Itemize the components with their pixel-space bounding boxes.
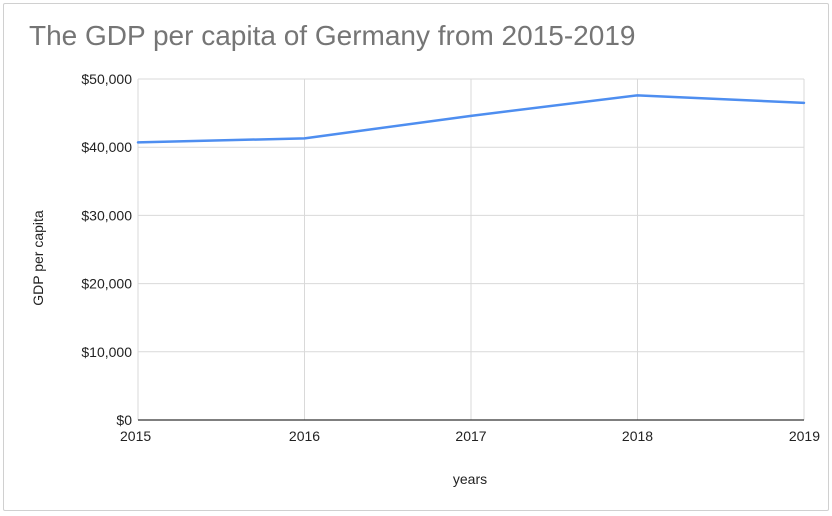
y-axis-ticks: $0 $10,000 $20,000 $30,000 $40,000 $50,000 [81, 71, 132, 428]
y-tick-label: $40,000 [81, 139, 132, 155]
chart-title: The GDP per capita of Germany from 2015-… [29, 20, 636, 51]
x-tick-label: 2017 [455, 428, 486, 444]
y-tick-label: $50,000 [81, 71, 132, 87]
series-line [136, 94, 806, 144]
y-tick-label: $10,000 [81, 344, 132, 360]
chart-frame [3, 3, 829, 511]
x-axis-ticks: 2015 2016 2017 2018 2019 [120, 428, 820, 444]
x-axis-title: years [453, 471, 487, 487]
x-tick-label: 2016 [289, 428, 320, 444]
y-axis-title: GDP per capita [30, 210, 46, 306]
series-layer [136, 94, 806, 144]
y-tick-label: $30,000 [81, 207, 132, 223]
x-tick-label: 2015 [120, 428, 151, 444]
y-tick-label: $20,000 [81, 276, 132, 292]
x-tick-label: 2018 [622, 428, 653, 444]
y-tick-label: $0 [116, 412, 132, 428]
x-tick-label: 2019 [789, 428, 820, 444]
grid-lines [137, 78, 805, 421]
